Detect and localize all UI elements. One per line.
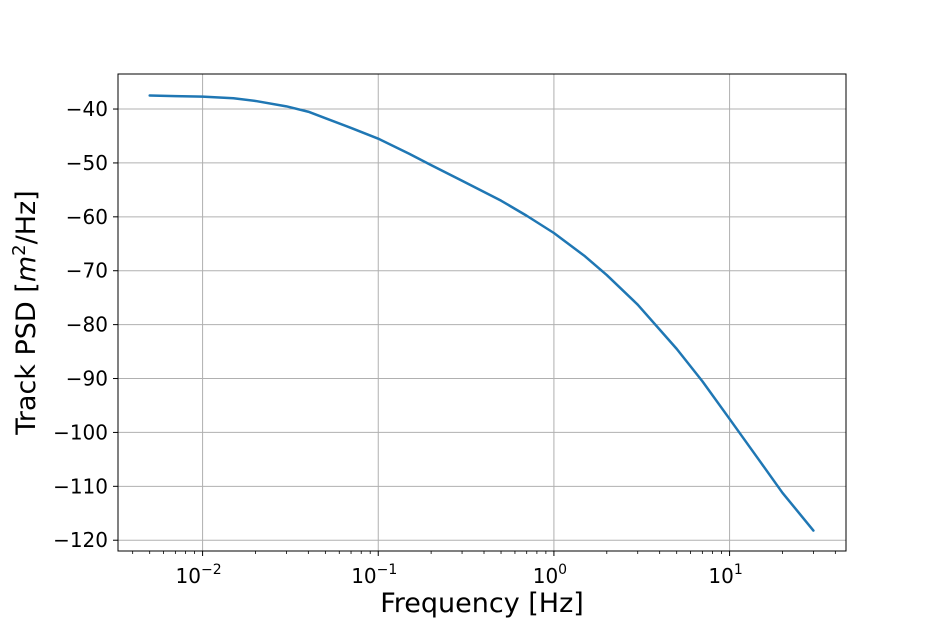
y-tick-label: −100 <box>53 420 108 444</box>
y-tick-label: −110 <box>53 474 108 498</box>
y-tick-label: −80 <box>66 313 108 337</box>
x-tick-label-exponent: −2 <box>201 562 222 578</box>
y-tick-label: −40 <box>66 97 108 121</box>
y-tick-label: −50 <box>66 151 108 175</box>
grid <box>118 74 846 551</box>
x-tick-label-base: 10 <box>708 564 733 588</box>
x-tick-label-exponent: 1 <box>734 562 743 578</box>
y-axis-label-unit: m <box>11 256 42 282</box>
y-tick-label: −70 <box>66 259 108 283</box>
y-tick-label: −60 <box>66 205 108 229</box>
plot-frame <box>117 73 847 552</box>
psd-series-line <box>148 94 815 532</box>
y-tick-label: −120 <box>53 528 108 552</box>
x-tick-label-base: 10 <box>176 564 201 588</box>
y-axis-label-prefix: Track PSD [ <box>11 282 42 436</box>
x-tick-label-base: 10 <box>351 564 376 588</box>
x-tick-label: 100 <box>533 562 567 588</box>
y-tick-label: −90 <box>66 367 108 391</box>
x-tick-label-exponent: −1 <box>377 562 398 578</box>
y-axis-label: Track PSD [m2/Hz] <box>9 190 42 435</box>
x-tick-label: 10−2 <box>176 562 222 588</box>
y-axis-label-suffix: /Hz] <box>11 190 42 244</box>
series-group <box>148 94 815 532</box>
x-tick-label-base: 10 <box>533 564 558 588</box>
x-tick-label: 10−1 <box>351 562 397 588</box>
x-axis-label: Frequency [Hz] <box>380 588 584 619</box>
y-axis-label-superscript: 2 <box>9 244 30 255</box>
x-tick-label-exponent: 0 <box>558 562 567 578</box>
x-tick-label: 101 <box>708 562 742 588</box>
